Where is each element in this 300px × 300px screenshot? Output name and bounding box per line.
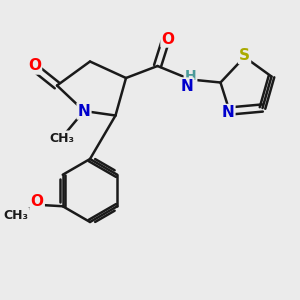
Text: S: S bbox=[239, 48, 250, 63]
Text: N: N bbox=[222, 105, 234, 120]
Text: N: N bbox=[181, 79, 193, 94]
Text: N: N bbox=[78, 103, 90, 118]
Text: H: H bbox=[185, 69, 196, 83]
Text: O: O bbox=[31, 194, 44, 209]
Text: CH₃: CH₃ bbox=[49, 131, 74, 145]
Text: CH₃: CH₃ bbox=[4, 209, 29, 222]
Text: O: O bbox=[161, 32, 175, 46]
Text: O: O bbox=[28, 58, 41, 74]
